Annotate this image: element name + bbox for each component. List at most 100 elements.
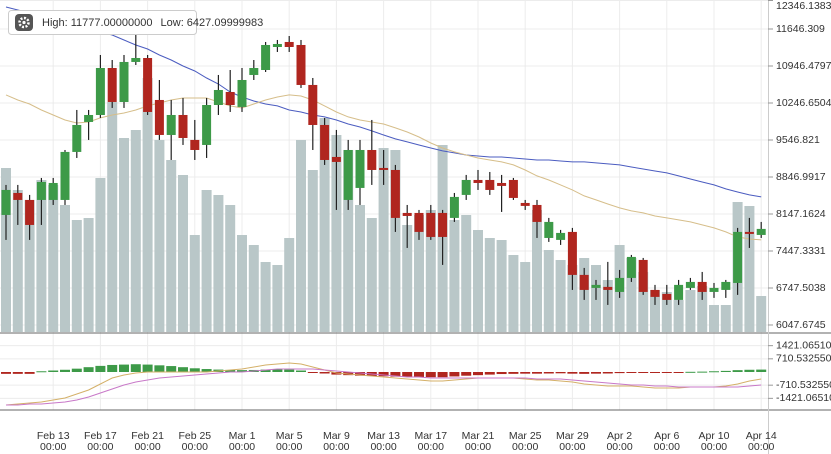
volume-bar bbox=[532, 210, 542, 332]
volume-bar bbox=[107, 102, 118, 332]
volume-bar bbox=[638, 272, 649, 332]
volume-bar bbox=[24, 200, 35, 332]
y-tick-label: 10246.6504 bbox=[776, 97, 831, 109]
candle-body bbox=[626, 256, 636, 278]
x-tick-label: Feb 25 bbox=[178, 430, 211, 442]
candle-body bbox=[390, 169, 400, 218]
candle-body bbox=[697, 281, 707, 292]
macd-bar bbox=[638, 372, 649, 373]
volume-bar bbox=[567, 265, 578, 332]
macd-bar bbox=[178, 367, 188, 372]
x-tick-time: 00:00 bbox=[701, 441, 727, 453]
candle-body bbox=[603, 286, 613, 290]
volume-bar bbox=[425, 210, 436, 332]
macd-bar bbox=[414, 372, 424, 378]
candle-body bbox=[225, 91, 235, 105]
candle-body bbox=[1, 189, 11, 215]
macd-bar bbox=[142, 364, 153, 372]
macd-bar bbox=[673, 372, 684, 373]
volume-bar bbox=[48, 185, 59, 332]
x-tick-time: 00:00 bbox=[654, 441, 680, 453]
candle-body bbox=[166, 114, 176, 135]
macd-bar bbox=[272, 369, 283, 372]
x-tick-time: 00:00 bbox=[323, 441, 349, 453]
volume-bar bbox=[697, 286, 708, 332]
volume-bar bbox=[95, 178, 106, 332]
macd-bar bbox=[425, 372, 436, 378]
info-frame bbox=[8, 10, 197, 35]
macd-bar bbox=[201, 369, 212, 372]
candle-body bbox=[638, 259, 648, 292]
x-tick-time: 00:00 bbox=[87, 441, 113, 453]
candle-body bbox=[355, 149, 365, 188]
macd-bar bbox=[626, 372, 637, 373]
candle-body bbox=[367, 149, 377, 170]
macd-bar bbox=[650, 372, 660, 373]
volume-bar bbox=[473, 230, 483, 332]
macd-bar bbox=[107, 364, 118, 372]
candle-body bbox=[72, 124, 82, 152]
volume-bar bbox=[201, 190, 212, 332]
x-tick-label: Mar 1 bbox=[229, 430, 256, 442]
candle-body bbox=[685, 281, 695, 288]
volume-bar bbox=[414, 215, 424, 332]
macd-bar bbox=[83, 367, 94, 372]
candle-body bbox=[721, 281, 731, 290]
macd-bar bbox=[390, 372, 401, 377]
x-tick-label: Feb 21 bbox=[131, 430, 164, 442]
candle-body bbox=[202, 104, 212, 145]
volume-bar bbox=[119, 138, 129, 332]
x-tick-time: 00:00 bbox=[182, 441, 208, 453]
candle-body bbox=[190, 139, 200, 150]
candle-body bbox=[95, 67, 105, 115]
macd-bar bbox=[579, 372, 590, 374]
x-tick-label: Feb 13 bbox=[37, 430, 70, 442]
candle-body bbox=[60, 151, 70, 200]
macd-bar bbox=[756, 369, 767, 372]
macd-bar bbox=[449, 372, 460, 377]
macd-bar bbox=[567, 372, 578, 374]
y-tick-label: 7447.3331 bbox=[776, 245, 826, 257]
volume-bar bbox=[307, 170, 318, 332]
volume-bar bbox=[626, 258, 637, 332]
candle-body bbox=[154, 99, 164, 135]
macd-bar bbox=[48, 370, 59, 372]
volume-bar bbox=[555, 260, 566, 332]
candle-body bbox=[674, 284, 684, 300]
low-label: Low: 6427.09999983 bbox=[161, 17, 264, 29]
x-tick-label: Mar 21 bbox=[462, 430, 495, 442]
x-tick-label: Feb 17 bbox=[84, 430, 117, 442]
candle-body bbox=[591, 284, 601, 288]
volume-bar bbox=[71, 220, 82, 332]
volume-bar bbox=[685, 290, 696, 332]
candle-body bbox=[520, 202, 530, 206]
x-tick-label: Mar 25 bbox=[509, 430, 542, 442]
candle-body bbox=[331, 156, 341, 162]
volume-bar bbox=[720, 305, 731, 332]
macd-bar bbox=[685, 371, 696, 373]
volume-bar bbox=[461, 215, 472, 332]
candle-body bbox=[579, 274, 589, 290]
volume-bar bbox=[343, 150, 354, 332]
x-tick-label: Mar 13 bbox=[367, 430, 400, 442]
candle-body bbox=[379, 167, 389, 170]
volume-bar bbox=[142, 78, 153, 332]
volume-bar bbox=[36, 180, 47, 332]
candle-body bbox=[650, 289, 660, 297]
candle-body bbox=[756, 228, 766, 235]
ma-line bbox=[5, 6, 762, 198]
macd-bar bbox=[237, 370, 247, 372]
y-tick-label: 710.532550 bbox=[776, 353, 831, 365]
x-tick-label: Mar 5 bbox=[276, 430, 303, 442]
volume-bar bbox=[130, 130, 141, 332]
candle-body bbox=[178, 114, 188, 138]
macd-bar bbox=[12, 372, 23, 374]
macd-bar bbox=[296, 370, 306, 372]
volume-bar bbox=[154, 140, 165, 332]
candle-body bbox=[284, 41, 294, 47]
x-tick-time: 00:00 bbox=[370, 441, 396, 453]
macd-bar bbox=[1, 372, 11, 374]
candle-body bbox=[308, 84, 318, 125]
candle-body bbox=[237, 79, 247, 107]
macd-bar bbox=[461, 372, 472, 376]
